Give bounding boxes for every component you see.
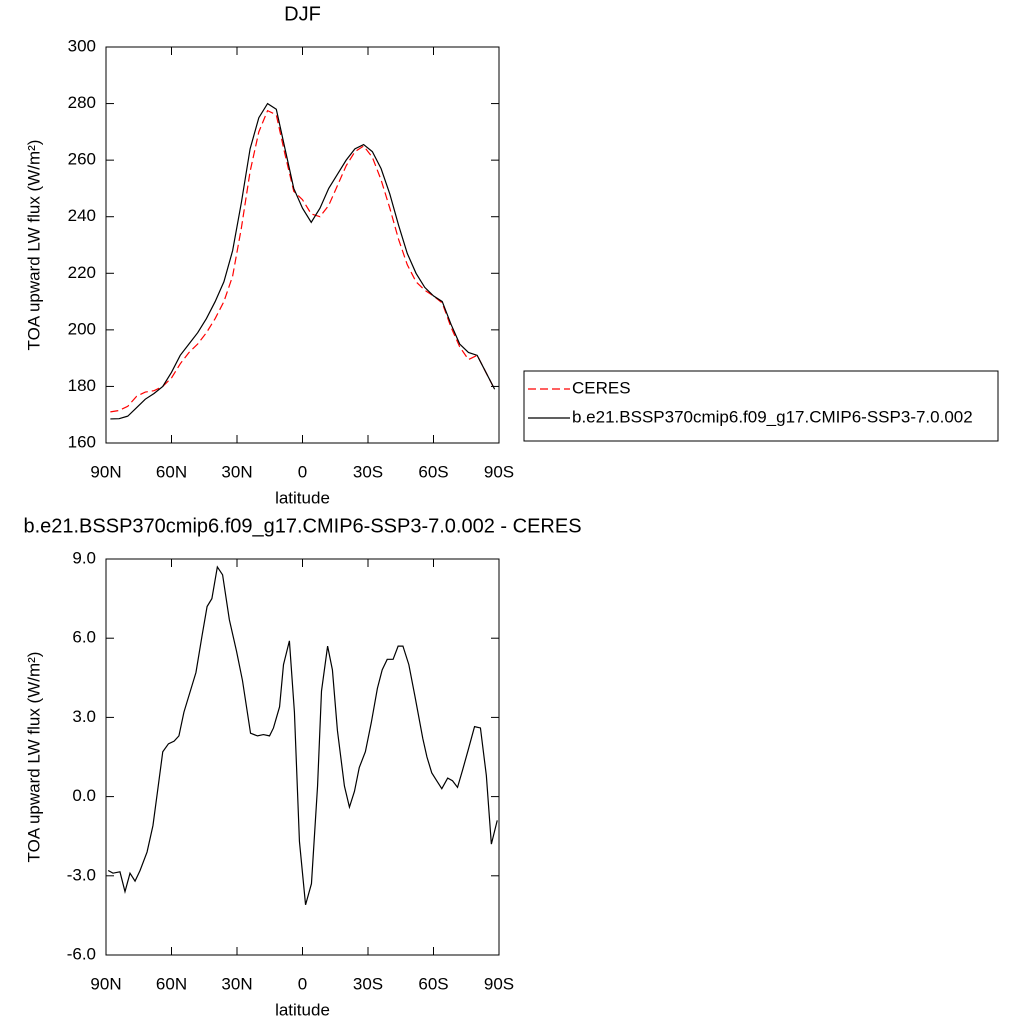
x-tick-label: 60S (418, 462, 448, 481)
y-tick-label: 220 (68, 263, 96, 282)
x-tick-label: 60N (156, 974, 187, 993)
x-tick-label: 90S (484, 462, 514, 481)
legend-label: b.e21.BSSP370cmip6.f09_g17.CMIP6-SSP3-7.… (572, 407, 973, 426)
x-tick-label: 30S (353, 974, 383, 993)
x-tick-label: 90N (90, 462, 121, 481)
y-tick-label: 180 (68, 376, 96, 395)
y-tick-label: 240 (68, 206, 96, 225)
data-line (110, 109, 496, 413)
x-tick-label: 90S (484, 974, 514, 993)
y-tick-label: -3.0 (67, 865, 96, 884)
x-tick-label: 0 (298, 462, 307, 481)
y-tick-label: 280 (68, 93, 96, 112)
chart-title: DJF (284, 3, 321, 25)
x-tick-label: 30S (353, 462, 383, 481)
y-tick-label: -6.0 (67, 944, 96, 963)
y-tick-label: 9.0 (72, 548, 96, 567)
x-tick-label: 30N (221, 462, 252, 481)
plot-frame (105, 558, 500, 956)
data-line (110, 102, 496, 420)
x-axis-label: latitude (275, 1000, 330, 1019)
y-tick-label: 200 (68, 319, 96, 338)
y-axis-label: TOA upward LW flux (W/m²) (24, 140, 43, 351)
y-tick-label: 0.0 (72, 786, 96, 805)
x-tick-label: 90N (90, 974, 121, 993)
y-tick-label: 3.0 (72, 707, 96, 726)
chart-title: b.e21.BSSP370cmip6.f09_g17.CMIP6-SSP3-7.… (23, 515, 581, 537)
data-line (107, 565, 498, 906)
x-axis-label: latitude (275, 488, 330, 507)
x-tick-label: 30N (221, 974, 252, 993)
x-tick-label: 0 (298, 974, 307, 993)
y-tick-label: 160 (68, 432, 96, 451)
x-tick-label: 60S (418, 974, 448, 993)
y-axis-label: TOA upward LW flux (W/m²) (24, 652, 43, 863)
y-tick-label: 300 (68, 36, 96, 55)
y-tick-label: 6.0 (72, 628, 96, 647)
y-tick-label: 260 (68, 150, 96, 169)
legend-box (523, 370, 999, 442)
legend-label: CERES (572, 378, 631, 397)
x-tick-label: 60N (156, 462, 187, 481)
